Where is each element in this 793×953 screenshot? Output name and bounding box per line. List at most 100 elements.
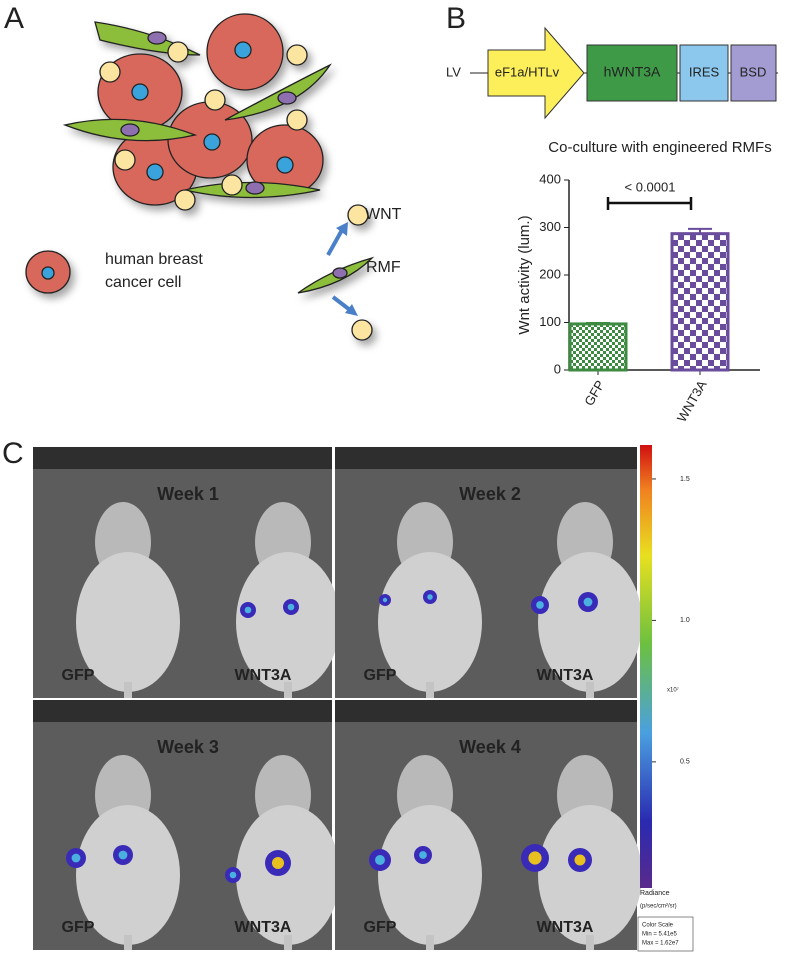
panel-letter: A <box>4 2 24 35</box>
chart-title: Co-culture with engineered RMFs <box>548 139 771 156</box>
panel-letter: B <box>446 2 466 35</box>
label: IRES <box>689 64 720 79</box>
label: RMF <box>366 259 401 276</box>
mouse-body <box>236 552 340 692</box>
signal-core <box>574 854 586 866</box>
colorbar-unit: x10⁷ <box>667 687 679 694</box>
signal-core <box>71 853 81 863</box>
error-bar <box>688 227 712 234</box>
y-tick-label: 100 <box>539 314 561 329</box>
tile-top-bar <box>33 447 332 469</box>
bar-chart: 0 100 200 300 400 GFP WNT3A < 0.0001 <box>539 171 730 425</box>
colorbar <box>640 445 652 888</box>
week-label: Week 3 <box>157 737 219 757</box>
color-scale-box <box>637 916 694 952</box>
group-label: WNT3A <box>235 667 292 684</box>
label: human breast <box>105 251 203 268</box>
bar <box>670 232 730 372</box>
week-label: Week 2 <box>459 484 521 504</box>
y-tick-label: 0 <box>554 361 561 376</box>
signal-core <box>528 851 542 865</box>
annotation: < 0.0001 <box>625 179 676 194</box>
group-label: GFP <box>364 667 397 684</box>
label: WNT <box>365 206 402 223</box>
mouse-tail <box>426 935 434 950</box>
legend-icons <box>25 204 375 341</box>
label: hWNT3A <box>604 64 661 80</box>
y-tick-label: 400 <box>539 171 561 186</box>
mouse-body <box>538 805 642 945</box>
label: LV <box>446 64 461 79</box>
imaging-tile: Week 1 GFP WNT3A <box>33 447 340 698</box>
colorbar-tick-label: 0.5 <box>680 759 690 766</box>
mouse-body <box>76 805 180 945</box>
y-tick-label: 200 <box>539 266 561 281</box>
signal-core <box>244 606 252 614</box>
imaging-tile: Week 3 GFP WNT3A <box>33 700 340 950</box>
signal-core <box>229 871 237 879</box>
cell-cluster <box>62 13 332 211</box>
ires-box <box>679 44 729 102</box>
label: cancer cell <box>105 274 181 291</box>
colorbar-title: Radiance <box>640 890 670 897</box>
mouse-body <box>236 805 340 945</box>
signal-core <box>375 855 385 865</box>
mouse-tail <box>586 935 594 950</box>
label: BSD <box>740 64 767 79</box>
mouse-tail <box>124 682 132 698</box>
colorbar-tick-label: 1.5 <box>680 476 690 483</box>
signal-core <box>583 597 593 607</box>
mouse-body <box>538 552 642 692</box>
mouse-body <box>76 552 180 692</box>
promoter <box>487 26 585 120</box>
color-scale-text: Color Scale <box>642 923 674 929</box>
mouse-body <box>378 552 482 692</box>
week-label: Week 4 <box>459 737 521 757</box>
mouse-body <box>378 805 482 945</box>
signal-core <box>419 851 427 859</box>
signal-core <box>427 594 433 600</box>
signal-core <box>118 850 128 860</box>
color-scale-text: Max = 1.62e7 <box>642 941 679 947</box>
tile-top-bar <box>335 447 637 469</box>
imaging-tile: Week 4 GFP WNT3A <box>335 700 642 950</box>
x-tick-label: GFP <box>581 378 607 409</box>
mouse-tail <box>124 935 132 950</box>
group-label: GFP <box>62 667 95 684</box>
group-label: GFP <box>62 919 95 936</box>
colorbar-units: (p/sec/cm²/sr) <box>640 904 677 910</box>
signal-core <box>382 597 388 603</box>
y-axis-label: Wnt activity (lum.) <box>516 215 533 334</box>
error-bar <box>586 321 610 324</box>
panel-letter: C <box>2 437 24 470</box>
week-label: Week 1 <box>157 484 219 504</box>
imaging-tiles: Week 1 GFP WNT3A Week 2 GFP WNT3A Week 3 GFP WNT… <box>33 447 642 950</box>
group-label: WNT3A <box>235 919 292 936</box>
gene-box <box>586 44 678 102</box>
label: eF1a/HTLv <box>495 64 560 79</box>
tile-top-bar <box>33 700 332 722</box>
imaging-tile: Week 2 GFP WNT3A <box>335 447 642 698</box>
colorbar-axis: 0.5 1.0 1.5 <box>652 476 690 766</box>
group-label: WNT3A <box>537 919 594 936</box>
mouse-tail <box>284 682 292 698</box>
signal-core <box>536 601 544 609</box>
colorbar-tick-label: 1.0 <box>680 617 690 624</box>
y-tick-label: 300 <box>539 219 561 234</box>
bar <box>568 322 628 372</box>
marker-box <box>730 44 777 102</box>
color-scale-text: Min = 5.41e5 <box>642 932 678 938</box>
group-label: GFP <box>364 919 397 936</box>
signal-core <box>271 856 285 870</box>
group-label: WNT3A <box>537 667 594 684</box>
mouse-tail <box>284 935 292 950</box>
panel-b: B LV eF1a/HTLv hWNT3A IRES BSD Co-cultur… <box>446 2 778 425</box>
tile-top-bar <box>335 700 637 722</box>
significance-bracket <box>606 197 693 210</box>
signal-core <box>287 603 295 611</box>
mouse-tail <box>586 682 594 698</box>
x-tick-label: WNT3A <box>674 377 710 424</box>
panel-a: A WNT RMF human breast cancer cell <box>4 2 402 341</box>
